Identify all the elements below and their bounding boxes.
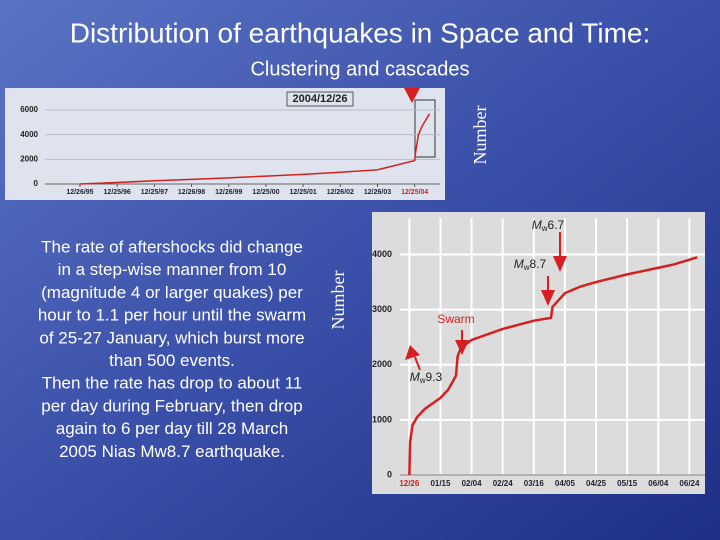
x-tick-label: 12/26/95: [66, 189, 93, 196]
magnitude-symbol: M: [514, 257, 524, 271]
data-line: [79, 113, 431, 185]
annotation: Mw6.7: [532, 218, 565, 233]
x-tick-label: 12/25/04: [401, 189, 428, 196]
x-tick-label: 02/24: [493, 479, 514, 488]
magnitude-value: 6.7: [548, 218, 565, 232]
body-line: (magnitude 4 or larger quakes) per: [41, 283, 303, 302]
body-text: The rate of aftershocks did change in a s…: [38, 237, 306, 460]
x-tick-label: 12/25/97: [141, 189, 168, 196]
y-tick-label: 4000: [20, 130, 38, 139]
x-tick-label: 04/05: [555, 479, 576, 488]
magnitude-value: 8.7: [530, 257, 547, 271]
annotation: Swarm: [437, 312, 474, 326]
y-label: Number: [470, 106, 490, 165]
body-line: per day during February, then drop: [41, 396, 302, 415]
magnitude-symbol: M: [410, 370, 420, 384]
x-tick-label: 12/25/00: [252, 189, 279, 196]
body-line: again to 6 per day till 28 March: [56, 419, 288, 438]
magnitude-subscript: w: [523, 263, 530, 272]
data-line: [408, 256, 698, 476]
y-tick-label: 0: [387, 469, 392, 479]
x-tick-label: 12/26/03: [364, 189, 391, 196]
zoom-box: [414, 99, 436, 158]
body-line: in a step-wise manner from 10: [58, 260, 287, 279]
body-line: Then the rate has drop to about 11: [42, 374, 303, 393]
x-tick-label: 12/25/96: [104, 189, 131, 196]
magnitude-subscript: w: [541, 224, 548, 233]
x-tick-label: 12/25/01: [290, 189, 317, 196]
y-tick-label: 6000: [20, 105, 38, 114]
body-line: than 500 events.: [109, 351, 235, 370]
title: Distribution of earthquakes in Space and…: [70, 17, 651, 48]
x-tick-label: 01/15: [430, 479, 451, 488]
magnitude-value: 9.3: [426, 370, 443, 384]
body-line: hour to 1.1 per hour until the swarm: [38, 306, 306, 325]
annotation-box: [286, 91, 354, 107]
y-tick-label: 0: [34, 179, 39, 188]
magnitude-symbol: M: [532, 218, 542, 232]
x-tick-label: 06/04: [648, 479, 669, 488]
x-tick-label: 12/26/99: [215, 189, 242, 196]
x-tick-label: 02/04: [462, 479, 483, 488]
y-tick-label: 1000: [372, 414, 392, 424]
magnitude-subscript: w: [419, 376, 426, 385]
x-tick-label: 12/26: [399, 479, 420, 488]
subtitle: Clustering and cascades: [250, 58, 469, 80]
y-tick-label: 3000: [372, 304, 392, 314]
chart1: 0 2000 4000 6000 12/26/95 12/25/96 12/25/97 12/…: [20, 105, 440, 196]
body-line: 2005 Nias Mw8.7 earthquake.: [59, 442, 285, 461]
x-tick-label: 06/24: [679, 479, 700, 488]
chart2: 0 1000 2000 3000 4000 12/26 01/15 02/04 02/24 03/…: [372, 218, 705, 488]
arrows: [405, 232, 567, 371]
arrow: [404, 88, 420, 103]
x-tick-label: 05/15: [617, 479, 638, 488]
y-tick-label: 4000: [372, 249, 392, 259]
chart1-panel: [5, 88, 445, 200]
x-tick-label: 12/26/02: [327, 189, 354, 196]
annotation: Mw9.3: [410, 370, 443, 385]
y-tick-label: 2000: [20, 154, 38, 163]
annotation: 2004/12/26: [292, 93, 347, 105]
x-tick-label: 04/25: [586, 479, 607, 488]
x-tick-label: 12/26/98: [178, 189, 205, 196]
y-tick-label: 2000: [372, 359, 392, 369]
annotation: Mw8.7: [514, 257, 547, 272]
chart2-panel: [372, 212, 705, 494]
body-line: of 25-27 January, which burst more: [39, 328, 304, 347]
body-line: The rate of aftershocks did change: [41, 237, 303, 256]
x-tick-label: 03/16: [524, 479, 545, 488]
y-label: Number: [328, 271, 348, 330]
